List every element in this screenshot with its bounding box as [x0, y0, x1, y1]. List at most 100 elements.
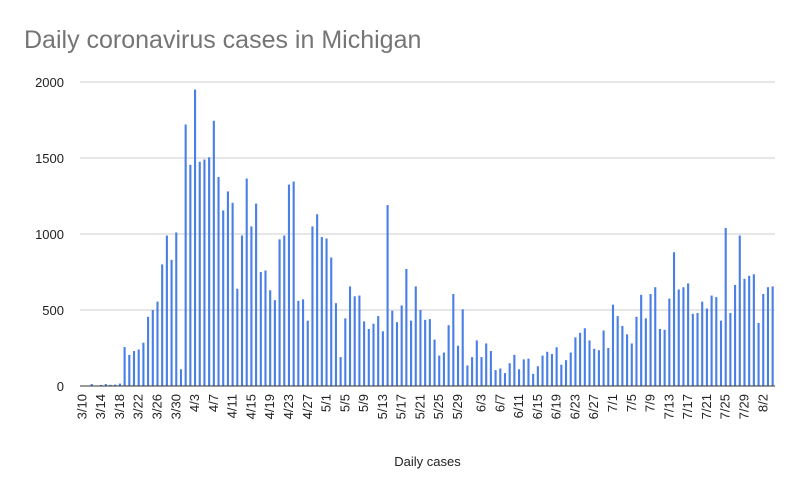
bar	[715, 297, 718, 386]
bar	[574, 337, 577, 386]
x-tick-label: 5/21	[412, 394, 427, 419]
bar	[626, 334, 629, 386]
bar	[292, 181, 295, 386]
bar	[766, 287, 770, 386]
x-tick-label: 7/9	[643, 394, 658, 412]
bar	[616, 316, 619, 386]
y-axis-labels: 0 500 1000 1500 2000	[35, 75, 64, 394]
bar	[503, 373, 507, 386]
bar	[372, 323, 375, 386]
bar	[485, 343, 488, 386]
bar	[555, 347, 558, 386]
bar	[161, 264, 164, 386]
bar	[494, 370, 497, 386]
bar	[475, 340, 478, 386]
bar	[541, 355, 544, 386]
bar	[649, 294, 652, 386]
bar	[550, 354, 553, 386]
x-tick-label: 6/27	[586, 394, 601, 419]
bar	[142, 342, 145, 386]
bar	[452, 294, 455, 386]
bar	[287, 184, 291, 386]
bar	[499, 368, 502, 386]
bar	[311, 226, 314, 386]
bar	[114, 384, 117, 386]
x-tick-label: 7/21	[699, 394, 714, 419]
bar	[100, 384, 103, 386]
bar	[283, 235, 286, 386]
bar	[334, 303, 337, 386]
y-tick-label: 1500	[35, 151, 64, 166]
bar	[320, 237, 323, 386]
bar	[748, 275, 751, 386]
bar	[175, 232, 178, 386]
bar	[414, 286, 417, 386]
bar	[137, 349, 140, 386]
x-tick-label: 5/13	[375, 394, 390, 419]
bar	[461, 309, 464, 386]
bar	[508, 363, 511, 386]
y-tick-label: 1000	[35, 227, 64, 242]
bar	[170, 259, 173, 386]
bar	[269, 290, 272, 386]
x-tick-label: 5/29	[450, 394, 465, 419]
bar	[532, 373, 535, 386]
bar	[348, 286, 352, 386]
x-tick-label: 4/23	[281, 394, 296, 419]
bar	[588, 340, 591, 386]
x-tick-label: 4/19	[262, 394, 277, 419]
x-tick-label: 5/25	[431, 394, 446, 419]
bar	[236, 288, 239, 386]
bar	[466, 365, 469, 386]
bar	[513, 354, 516, 386]
x-tick-label: 7/17	[680, 394, 695, 419]
bar	[381, 331, 384, 386]
bar	[184, 124, 187, 386]
x-tick-label: 6/15	[530, 394, 545, 419]
bar	[654, 287, 657, 386]
bar	[217, 177, 220, 386]
bar	[658, 329, 661, 386]
bar	[104, 384, 107, 386]
bar	[682, 287, 685, 386]
bar	[743, 278, 746, 386]
bar	[522, 359, 525, 386]
bar	[677, 289, 680, 386]
bar	[165, 235, 168, 386]
bar	[405, 268, 408, 386]
bar	[668, 298, 671, 386]
bar	[367, 329, 370, 386]
bar	[640, 294, 643, 386]
bar	[621, 325, 624, 386]
bar	[771, 286, 774, 386]
bar	[419, 310, 422, 386]
bar	[564, 360, 568, 386]
bar	[109, 384, 112, 386]
bar	[273, 300, 276, 386]
bar	[386, 205, 389, 386]
x-axis-title: Daily cases	[394, 454, 461, 469]
bar	[701, 301, 704, 386]
x-tick-label: 7/13	[661, 394, 676, 419]
bar	[757, 322, 760, 386]
bar	[147, 316, 150, 386]
bar	[132, 351, 136, 386]
bar	[447, 325, 450, 386]
bar	[203, 159, 206, 386]
bar	[377, 316, 380, 386]
bar	[729, 313, 732, 386]
x-tick-label: 3/14	[93, 394, 108, 419]
x-tick-label: 4/3	[187, 394, 202, 412]
bar	[128, 354, 131, 386]
bar	[189, 164, 192, 386]
x-tick-label: 6/11	[511, 394, 526, 418]
bar	[179, 369, 183, 386]
x-tick-label: 4/7	[206, 394, 221, 412]
bar	[240, 235, 244, 386]
bar	[344, 318, 347, 386]
bar	[245, 178, 248, 386]
bar	[118, 383, 121, 386]
x-tick-label: 8/2	[755, 394, 770, 412]
bar	[208, 157, 211, 386]
